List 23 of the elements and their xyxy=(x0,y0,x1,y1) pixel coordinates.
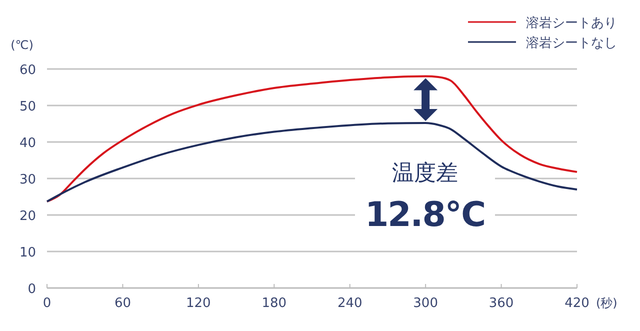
line-series xyxy=(46,122,578,202)
x-tick-label: 300 xyxy=(413,296,438,311)
y-tick-label: 0 xyxy=(28,282,36,297)
x-axis-title: (秒) xyxy=(596,296,618,310)
y-tick-label: 60 xyxy=(19,63,36,78)
x-tick-label: 120 xyxy=(186,296,211,311)
x-tick-label: 60 xyxy=(114,296,131,311)
legend-label: 溶岩シートあり xyxy=(526,15,617,31)
x-tick-label: 240 xyxy=(337,296,362,311)
annotation: 12.8℃ xyxy=(364,195,486,235)
y-tick-label: 10 xyxy=(19,246,36,260)
y-tick-label: 40 xyxy=(19,136,36,151)
x-tick-label: 180 xyxy=(262,296,287,311)
y-axis-title: (℃) xyxy=(10,38,34,52)
x-tick-label: 0 xyxy=(42,296,52,311)
y-tick-label: 30 xyxy=(19,172,36,188)
x-tick-label: 420 xyxy=(564,296,590,311)
y-tick-label: 50 xyxy=(19,100,36,114)
line-series xyxy=(46,75,578,202)
y-tick-label: 20 xyxy=(19,209,36,224)
x-tick-label: 360 xyxy=(488,296,514,311)
legend-label: 溶岩シートなし xyxy=(526,35,617,51)
annotation: 温度差 xyxy=(392,161,458,186)
